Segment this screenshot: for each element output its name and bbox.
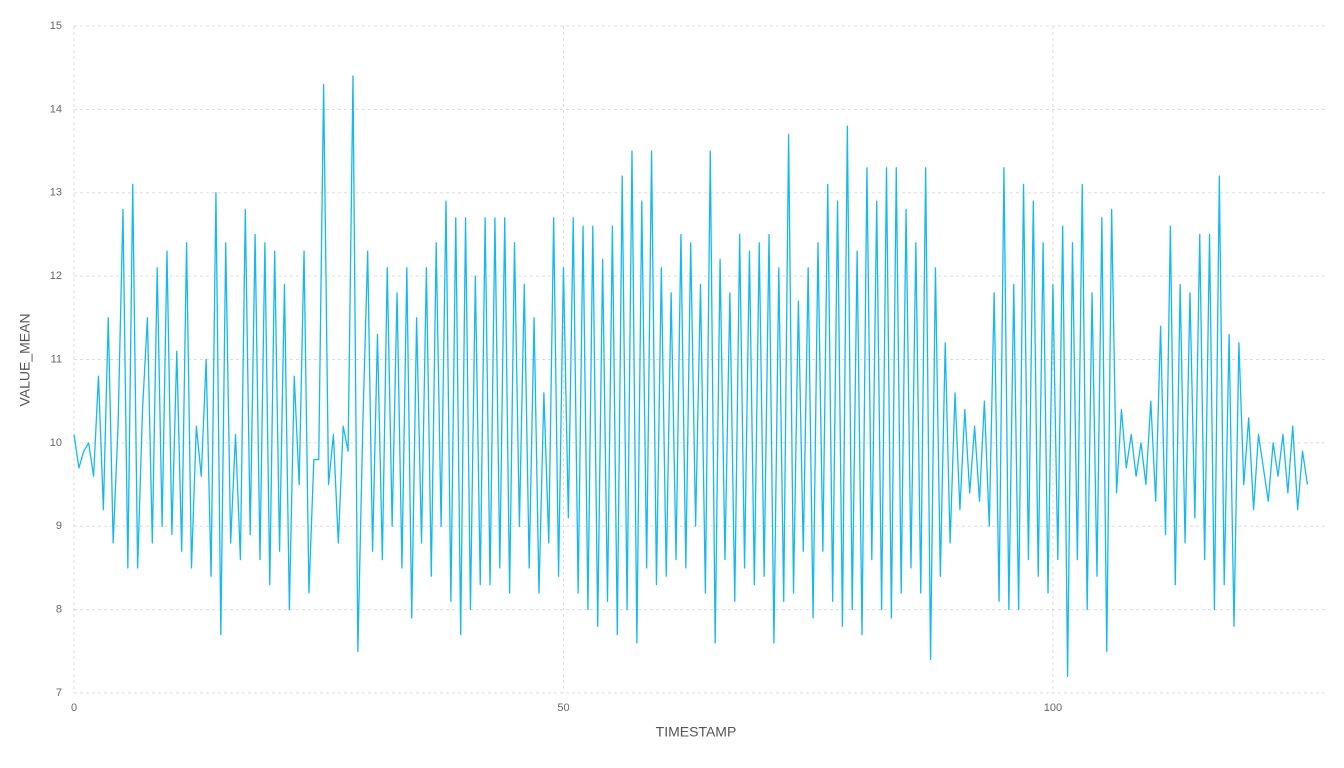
y-tick-label: 14 [50,103,62,115]
y-axis-title: VALUE_MEAN [17,313,33,406]
y-tick-label: 11 [51,353,62,365]
y-tick-label: 7 [56,687,62,699]
y-tick-label: 10 [50,437,62,449]
x-tick-label: 50 [557,702,569,714]
y-tick-label: 13 [50,187,62,199]
y-tick-label: 12 [50,270,62,282]
x-tick-label: 100 [1044,702,1062,714]
y-tick-label: 15 [50,20,62,32]
x-axis-title: TIMESTAMP [656,724,737,740]
x-tick-label: 0 [71,702,77,714]
y-tick-label: 9 [56,520,62,532]
series-line [73,75,1309,677]
y-tick-label: 8 [56,604,62,616]
